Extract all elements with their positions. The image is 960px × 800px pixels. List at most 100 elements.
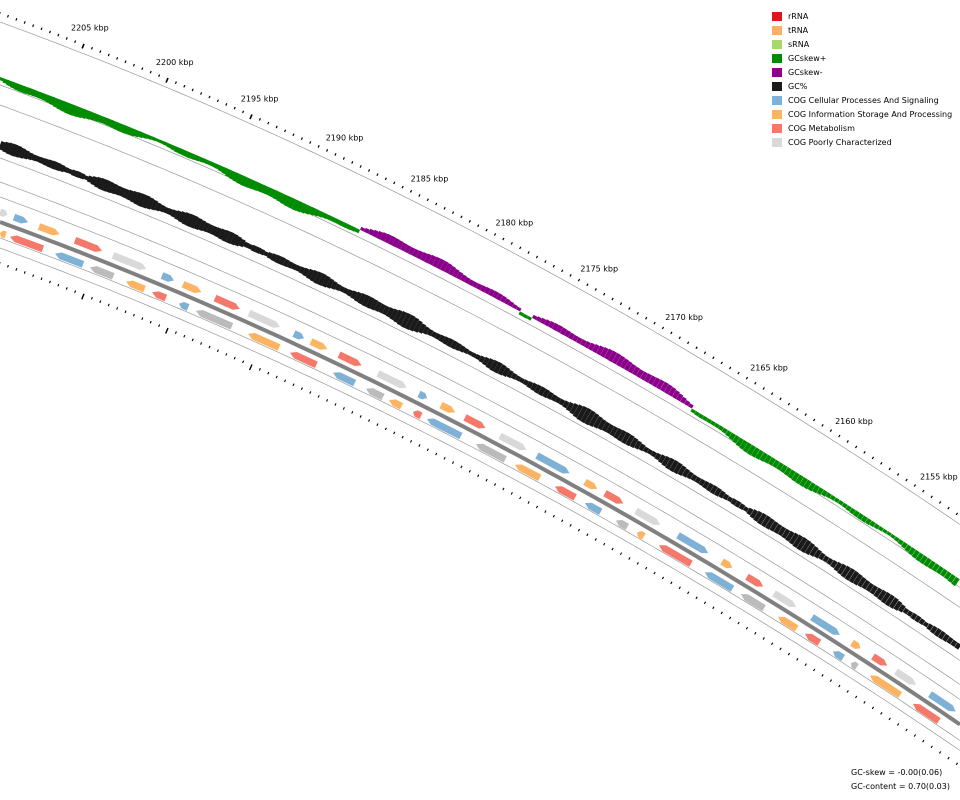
track-line-0: [0, 21, 960, 525]
gc-skew-plus-bar: [853, 510, 860, 518]
gc-content-bar: [686, 471, 694, 480]
legend-label: sRNA: [788, 39, 810, 49]
reverse-gene-arrow: [196, 310, 234, 330]
gc-skew-minus-bar: [636, 368, 644, 379]
gc-content-track: [0, 141, 960, 650]
inner-minor-tick: [863, 701, 866, 704]
gc-skew-minus-bar: [403, 244, 412, 254]
gc-skew-plus-bar: [0, 76, 5, 82]
inner-minor-tick: [871, 706, 875, 710]
track-line-7: [0, 247, 960, 751]
gc-skew-minus-bar: [395, 240, 404, 250]
gc-skew-minus-bar: [551, 322, 560, 331]
minor-tick: [174, 81, 177, 85]
minor-tick: [275, 125, 278, 129]
gc-skew-plus-bar: [732, 434, 740, 444]
gc-content-bar: [837, 563, 847, 575]
legend-swatch: [772, 81, 782, 91]
minor-tick: [342, 157, 345, 160]
minor-tick: [418, 194, 421, 197]
gc-content-bar: [562, 400, 570, 409]
legend-item-rrna: rRNA: [772, 9, 952, 23]
inner-minor-tick: [720, 611, 723, 615]
gc-content-bar: [382, 305, 391, 316]
minor-tick: [309, 141, 312, 144]
gc-content-bar: [558, 398, 566, 406]
gc-content-bar: [565, 401, 575, 412]
gc-content-bar: [569, 402, 579, 415]
gc-skew-minus-bar: [407, 246, 416, 256]
minor-tick: [922, 489, 925, 493]
gc-skew-track: [0, 76, 960, 587]
minor-tick: [745, 376, 749, 380]
gc-skew-minus-bar: [448, 265, 457, 276]
forward-gene-arrow: [181, 281, 202, 293]
inner-minor-tick: [653, 571, 656, 575]
gc-skew-plus-bar: [287, 197, 297, 209]
minor-tick: [502, 237, 505, 241]
gc-skew-minus-bar: [359, 226, 366, 232]
track-lines: [0, 21, 960, 751]
minor-tick: [754, 381, 757, 385]
legend-swatch: [772, 137, 782, 147]
gc-skew-plus-bar: [210, 161, 217, 168]
gc-content-bar: [158, 204, 166, 213]
gc-content-bar: [18, 147, 26, 159]
gc-skew-plus-bar: [299, 203, 309, 214]
inner-minor-tick: [477, 474, 480, 478]
gc-content-bar: [661, 455, 671, 467]
gc-skew-plus-bar: [308, 206, 317, 216]
gc-content-bar: [369, 298, 379, 311]
gc-content-bar: [833, 561, 843, 572]
gc-content-bar: [493, 361, 503, 374]
gc-content-bar: [809, 545, 819, 557]
forward-gene-arrow: [111, 252, 147, 270]
gc-skew-plus-bar: [334, 218, 341, 225]
gc-content-bar: [454, 342, 462, 352]
gc-content-bar: [698, 478, 706, 487]
gc-skew-plus-bar: [321, 212, 329, 220]
minor-tick: [670, 331, 673, 335]
gc-skew-minus-bar: [596, 345, 605, 356]
forward-gene-arrow: [337, 351, 362, 367]
gc-skew-minus-bar: [444, 263, 453, 274]
reverse-gene-arrow: [0, 230, 7, 239]
inner-minor-tick: [183, 334, 186, 338]
track-line-4: [0, 181, 960, 685]
gc-content-bar: [669, 459, 679, 473]
gc-skew-minus-bar: [391, 237, 400, 248]
gc-content-bar: [197, 219, 207, 232]
reverse-gene-arrow: [851, 661, 859, 670]
gc-skew-plus-bar: [60, 101, 69, 113]
minor-tick: [267, 121, 270, 125]
gc-content-bar: [873, 587, 883, 598]
reverse-gene-arrow: [778, 616, 799, 632]
minor-tick: [880, 461, 883, 465]
gc-content-bar: [818, 552, 826, 561]
gc-content-bar: [580, 407, 592, 424]
minor-tick: [57, 33, 60, 37]
gc-skew-plus-bar: [256, 183, 265, 193]
legend-swatch: [772, 95, 782, 105]
minor-tick: [678, 336, 681, 340]
inner-minor-tick: [535, 505, 539, 509]
gc-skew-plus-bar: [746, 444, 756, 456]
minor-tick: [32, 24, 35, 28]
gc-content-bar: [530, 382, 538, 392]
forward-gene-arrow: [12, 213, 29, 224]
legend-item-trna: tRNA: [772, 23, 952, 37]
gc-content-bar: [462, 347, 470, 355]
inner-minor-tick: [771, 642, 774, 646]
legend-label: GCskew+: [788, 53, 827, 63]
minor-tick: [435, 202, 438, 206]
gc-content-bar: [400, 312, 412, 329]
gc-skew-minus-bar: [572, 334, 579, 342]
reverse-gene-arrow: [476, 443, 507, 463]
gc-content-bar: [681, 468, 691, 478]
gc-skew-plus-bar: [821, 489, 828, 497]
inner-minor-tick: [779, 647, 782, 651]
reverse-gene-arrow: [290, 352, 318, 368]
gc-content-bar: [638, 443, 646, 452]
gc-skew-plus-bar: [113, 121, 121, 131]
